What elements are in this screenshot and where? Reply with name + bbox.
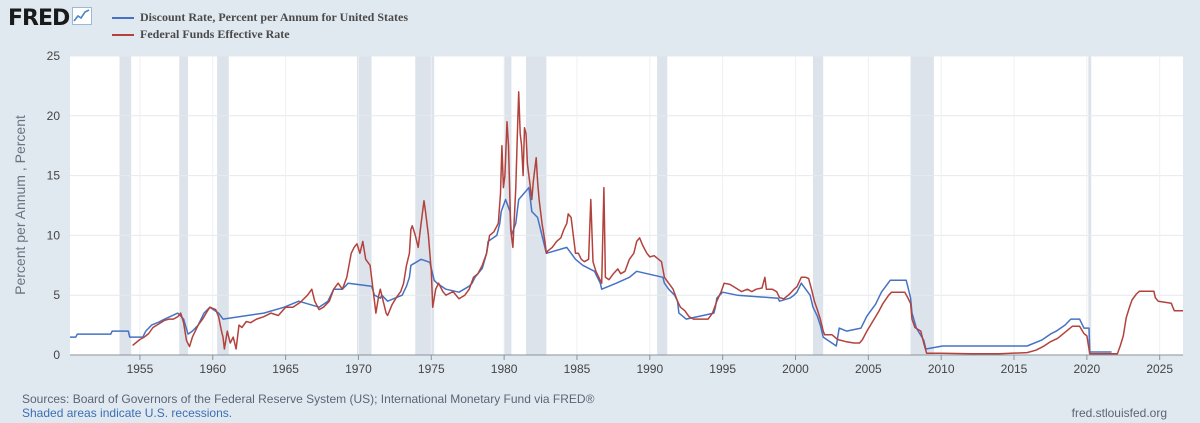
y-axis-label: Percent per Annum , Percent	[12, 115, 28, 295]
x-tick-label: 1995	[709, 362, 736, 376]
recession-band-8	[812, 56, 824, 355]
x-tick-label: 1970	[345, 362, 372, 376]
sources-note: Sources: Board of Governors of the Feder…	[22, 392, 595, 406]
legend-item-fed-funds: Federal Funds Effective Rate	[112, 26, 408, 43]
recession-band-9	[910, 56, 934, 355]
recession-band-0	[119, 56, 132, 355]
x-tick-label: 2005	[855, 362, 882, 376]
recession-note-link[interactable]: Shaded areas indicate U.S. recessions.	[22, 406, 233, 420]
site-link[interactable]: fred.stlouisfed.org	[1071, 406, 1167, 420]
y-tick-label: 10	[47, 228, 61, 242]
series-line-fed-funds	[132, 91, 1183, 355]
x-tick-label: 2015	[1001, 362, 1028, 376]
legend-swatch-fed-funds	[112, 33, 134, 36]
plot-area	[70, 56, 1183, 355]
x-tick-label: 1965	[272, 362, 299, 376]
x-tick-label: 2020	[1073, 362, 1100, 376]
x-tick-label: 1985	[564, 362, 591, 376]
recession-band-6	[525, 56, 547, 355]
recession-band-1	[179, 56, 189, 355]
recession-band-10	[1088, 56, 1092, 355]
line-chart-icon	[72, 7, 93, 30]
legend-swatch-discount-rate	[112, 16, 134, 19]
y-tick-label: 0	[53, 348, 60, 362]
x-tick-label: 1975	[418, 362, 445, 376]
x-tick-label: 1990	[636, 362, 663, 376]
x-tick-label: 2025	[1146, 362, 1173, 376]
legend-label-discount-rate: Discount Rate, Percent per Annum for Uni…	[140, 10, 408, 24]
recession-band-7	[657, 56, 668, 355]
x-tick-label: 2000	[782, 362, 809, 376]
x-tick-label: 1955	[127, 362, 154, 376]
x-tick-label: 2010	[928, 362, 955, 376]
legend-label-fed-funds: Federal Funds Effective Rate	[140, 27, 290, 41]
recession-band-2	[217, 56, 229, 355]
y-tick-label: 20	[47, 109, 61, 123]
series-lines	[70, 91, 1183, 355]
brand-name: FRED	[8, 6, 70, 31]
y-tick-label: 5	[53, 288, 60, 302]
x-tick-label: 1960	[199, 362, 226, 376]
y-tick-label: 25	[47, 49, 61, 63]
gridlines	[70, 55, 1183, 355]
fred-logo[interactable]: FRED	[8, 6, 93, 31]
recession-band-3	[356, 56, 372, 355]
legend-item-discount-rate: Discount Rate, Percent per Annum for Uni…	[112, 9, 408, 26]
y-tick-label: 15	[47, 169, 61, 183]
legend: Discount Rate, Percent per Annum for Uni…	[112, 9, 408, 43]
x-tick-label: 1980	[491, 362, 518, 376]
